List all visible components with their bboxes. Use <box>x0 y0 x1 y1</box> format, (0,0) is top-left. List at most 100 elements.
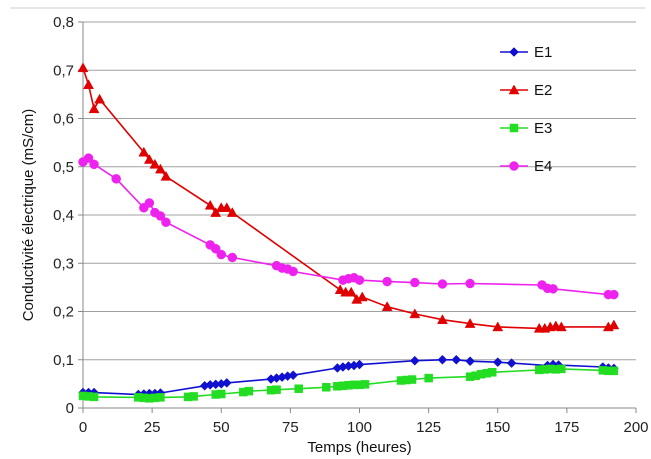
data-point-e2 <box>356 291 368 302</box>
series-e2 <box>77 62 620 333</box>
data-point-e4 <box>437 279 448 289</box>
data-point-e2 <box>160 170 172 181</box>
x-tick-label: 125 <box>416 419 441 436</box>
data-point-e2 <box>204 199 216 210</box>
series-e1 <box>78 354 619 400</box>
data-point-e4 <box>144 198 155 208</box>
data-point-e3 <box>609 366 619 376</box>
x-tick-label: 200 <box>623 419 648 436</box>
data-point-e1 <box>409 355 420 366</box>
legend-marker <box>509 161 519 171</box>
data-point-e4 <box>382 276 392 287</box>
series-e4 <box>78 153 619 300</box>
x-axis-ticks: 0 25 50 75 100 125 150 175 200 <box>79 408 649 436</box>
data-point-e4 <box>89 159 99 170</box>
legend-marker <box>508 84 520 95</box>
axes <box>10 7 645 409</box>
data-point-e2 <box>437 314 448 324</box>
x-tick-label: 25 <box>144 419 161 436</box>
x-tick-label: 100 <box>347 419 372 436</box>
data-point-e2 <box>226 207 238 217</box>
data-point-e2 <box>608 319 620 330</box>
data-point-e2 <box>143 153 155 164</box>
legend-marker <box>509 47 519 57</box>
data-point-e3 <box>244 386 254 396</box>
data-point-e1 <box>288 370 298 381</box>
legend: E1 E2 E3 E4 <box>500 44 552 175</box>
data-point-e4 <box>161 217 171 227</box>
x-tick-label: 175 <box>554 419 579 436</box>
data-point-e3 <box>189 392 198 401</box>
x-axis-label: Temps (heures) <box>307 439 411 456</box>
y-tick-label: 0,2 <box>53 304 74 321</box>
legend-item-e1: E1 <box>500 44 552 61</box>
y-tick-label: 0 <box>66 400 74 417</box>
data-point-e4 <box>227 252 238 263</box>
data-point-e3 <box>217 389 226 399</box>
data-point-e2 <box>409 308 421 319</box>
x-tick-label: 75 <box>282 419 299 436</box>
data-point-e4 <box>216 249 226 260</box>
data-point-e1 <box>354 359 365 370</box>
data-point-e2 <box>88 103 100 114</box>
data-point-e1 <box>506 358 517 368</box>
data-point-e4 <box>548 284 558 294</box>
data-point-e3 <box>487 368 497 377</box>
y-tick-label: 0,5 <box>53 159 74 176</box>
data-point-e2 <box>345 286 357 297</box>
data-point-e2 <box>221 202 233 213</box>
data-point-e3 <box>272 385 281 394</box>
data-point-e2 <box>94 93 106 104</box>
data-point-e3 <box>360 380 370 389</box>
data-point-e1 <box>465 356 475 367</box>
data-point-e4 <box>609 289 619 300</box>
y-axis-ticks: 0 0,1 0,2 0,3 0,4 0,5 0,6 0,7 0,8 <box>53 14 83 417</box>
data-point-e3 <box>424 373 433 383</box>
data-point-e1 <box>437 354 448 365</box>
data-point-e4 <box>410 277 420 288</box>
y-tick-label: 0,1 <box>53 352 74 369</box>
data-point-e2 <box>83 79 94 89</box>
data-point-e2 <box>464 318 476 328</box>
y-axis-label: Conductivité électrique (mS/cm) <box>20 109 37 322</box>
y-tick-label: 0,6 <box>53 111 74 128</box>
data-point-e4 <box>155 211 166 221</box>
data-point-e2 <box>555 321 567 332</box>
y-tick-label: 0,7 <box>53 62 74 79</box>
series-e3 <box>78 364 619 403</box>
data-point-e4 <box>354 275 365 285</box>
legend-item-e2: E2 <box>500 82 552 99</box>
legend-label: E2 <box>534 82 552 99</box>
data-point-e2 <box>154 163 166 174</box>
data-point-e2 <box>210 207 222 217</box>
data-point-e3 <box>89 392 99 402</box>
data-point-e4 <box>210 244 221 254</box>
data-point-e4 <box>288 266 298 277</box>
data-point-e1 <box>451 354 462 365</box>
data-point-e2 <box>138 146 150 157</box>
y-tick-label: 0,3 <box>53 255 74 272</box>
data-point-e2 <box>492 321 504 332</box>
data-point-e3 <box>294 384 303 393</box>
legend-item-e4: E4 <box>500 158 552 175</box>
data-point-e2 <box>77 62 89 73</box>
data-point-e4 <box>83 153 94 163</box>
x-tick-label: 150 <box>485 419 510 436</box>
data-point-e2 <box>381 301 393 311</box>
data-point-e2 <box>149 158 161 169</box>
data-point-e3 <box>407 375 417 384</box>
y-tick-label: 0,4 <box>53 207 74 224</box>
data-point-e3 <box>557 364 566 374</box>
data-point-e4 <box>465 278 475 289</box>
data-point-e3 <box>322 383 331 392</box>
x-tick-label: 50 <box>213 419 230 436</box>
legend-item-e3: E3 <box>500 120 552 137</box>
data-point-e3 <box>156 393 165 402</box>
data-point-e1 <box>492 357 503 368</box>
legend-label: E3 <box>534 120 552 137</box>
series-line-e2 <box>82 67 615 330</box>
x-tick-label: 0 <box>79 419 87 436</box>
series-group <box>77 62 620 403</box>
data-point-e2 <box>334 284 346 295</box>
